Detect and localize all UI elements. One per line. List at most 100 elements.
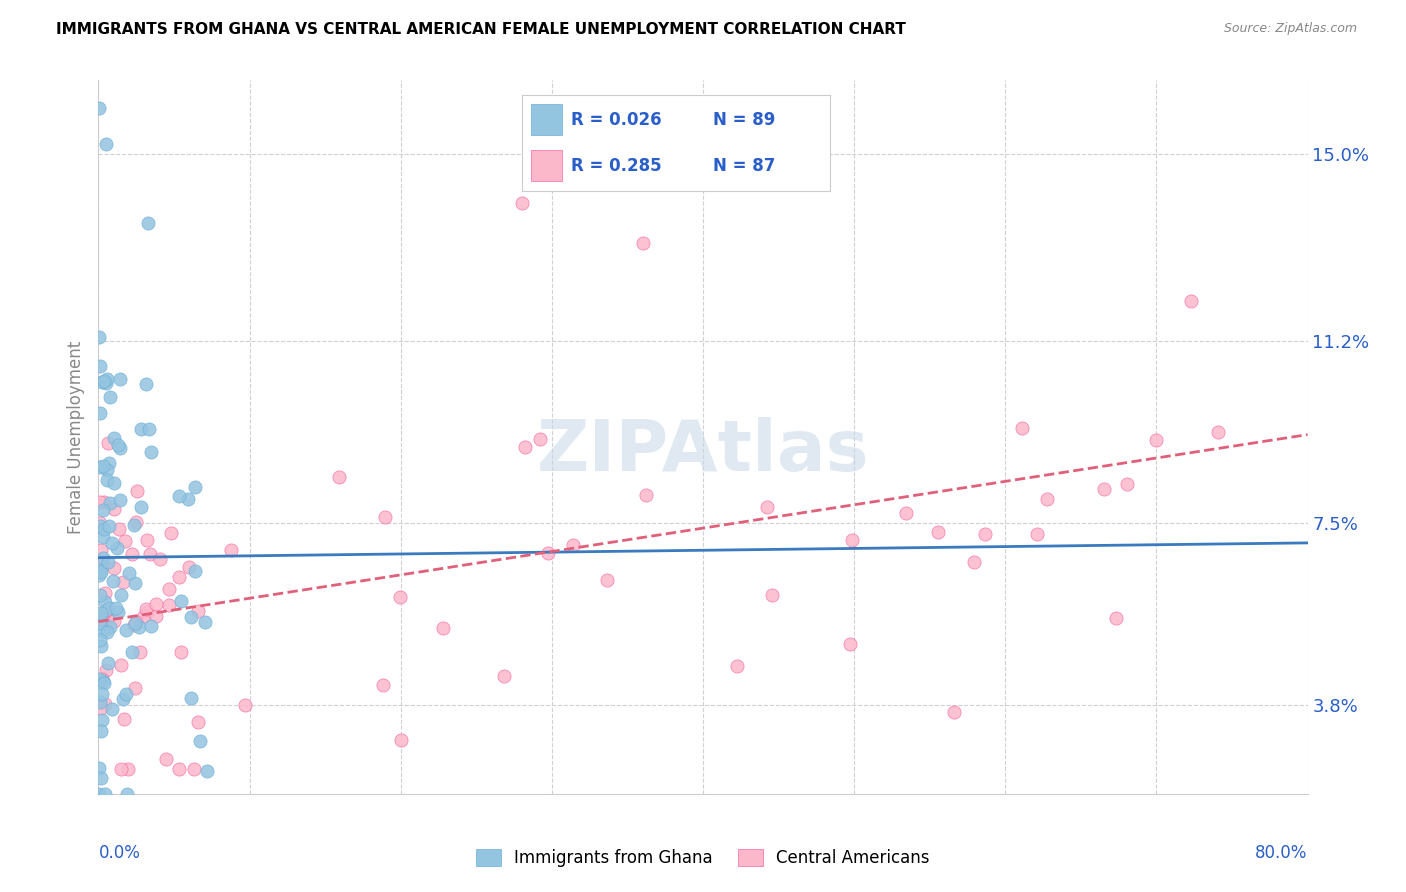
Point <box>90 772 112 786</box>
Point <box>135 377 157 392</box>
Point <box>180 610 202 624</box>
Point <box>194 615 217 629</box>
Point <box>94 663 117 677</box>
Point <box>117 762 139 776</box>
Point <box>98 518 121 533</box>
Point <box>94 787 117 801</box>
Point <box>97 657 120 671</box>
Point <box>90 701 112 715</box>
Point <box>97 555 120 569</box>
Point <box>90 542 112 557</box>
Point <box>125 615 148 630</box>
Point <box>90 606 112 620</box>
Point <box>96 625 118 640</box>
Y-axis label: Female Unemployment: Female Unemployment <box>66 341 84 533</box>
Point <box>841 533 863 547</box>
Point <box>121 548 143 562</box>
Point <box>89 787 111 801</box>
Point <box>107 438 129 452</box>
Text: Source: ZipAtlas.com: Source: ZipAtlas.com <box>1223 22 1357 36</box>
Point <box>184 480 207 494</box>
Point <box>91 551 114 566</box>
Point <box>89 459 111 474</box>
Point <box>91 687 114 701</box>
Point <box>159 525 181 540</box>
Point <box>114 688 136 702</box>
Point <box>93 495 115 509</box>
Point <box>596 573 619 587</box>
Point <box>170 645 193 659</box>
Point <box>127 483 149 498</box>
Point <box>94 698 117 712</box>
Point <box>529 432 551 446</box>
Point <box>128 644 150 658</box>
Point <box>94 594 117 608</box>
Point <box>94 376 117 391</box>
Point <box>170 594 193 608</box>
Point <box>155 752 177 766</box>
Point <box>89 495 111 509</box>
Point <box>141 619 163 633</box>
Point <box>100 702 122 716</box>
Point <box>90 558 112 572</box>
Point <box>118 566 141 581</box>
Point <box>93 676 115 690</box>
Point <box>634 488 657 502</box>
Point <box>89 673 111 687</box>
Point <box>110 762 132 776</box>
Point <box>89 633 111 648</box>
Point <box>98 620 121 634</box>
Point <box>108 372 131 386</box>
Point <box>89 516 111 530</box>
Point <box>96 463 118 477</box>
Point <box>187 604 209 618</box>
Point <box>96 473 118 487</box>
Point <box>157 598 180 612</box>
Point <box>107 605 129 619</box>
Point <box>96 372 118 386</box>
Point <box>135 602 157 616</box>
Point <box>1092 482 1115 496</box>
Point <box>124 615 146 630</box>
Point <box>110 658 132 673</box>
Point <box>117 787 139 801</box>
Text: IMMIGRANTS FROM GHANA VS CENTRAL AMERICAN FEMALE UNEMPLOYMENT CORRELATION CHART: IMMIGRANTS FROM GHANA VS CENTRAL AMERICA… <box>56 22 905 37</box>
Text: 80.0%: 80.0% <box>1256 844 1308 862</box>
Point <box>90 723 112 738</box>
Point <box>761 588 783 602</box>
Text: ZIPAtlas: ZIPAtlas <box>537 417 869 486</box>
Point <box>494 669 516 683</box>
Point <box>432 621 454 635</box>
Point <box>111 692 134 706</box>
Point <box>167 570 190 584</box>
Point <box>91 530 114 544</box>
Point <box>89 616 111 631</box>
Point <box>98 496 121 510</box>
Point <box>89 518 111 533</box>
Point <box>125 516 148 530</box>
Point <box>98 600 121 615</box>
Point <box>839 637 862 651</box>
Point <box>197 764 219 778</box>
Point <box>89 406 111 420</box>
Point <box>103 431 125 445</box>
Point <box>124 681 146 695</box>
Point <box>91 624 114 639</box>
Point <box>136 533 159 547</box>
Point <box>177 491 200 506</box>
Point <box>138 548 160 562</box>
Point <box>374 510 396 524</box>
Point <box>149 551 172 566</box>
Point <box>98 456 121 470</box>
Point <box>725 659 748 673</box>
Point <box>510 196 533 211</box>
Point <box>103 614 125 628</box>
Point <box>373 678 395 692</box>
Point <box>97 435 120 450</box>
Point <box>110 588 132 602</box>
Point <box>90 607 112 622</box>
Point <box>896 506 918 520</box>
Point <box>180 691 202 706</box>
Point <box>103 501 125 516</box>
Point <box>103 574 125 588</box>
